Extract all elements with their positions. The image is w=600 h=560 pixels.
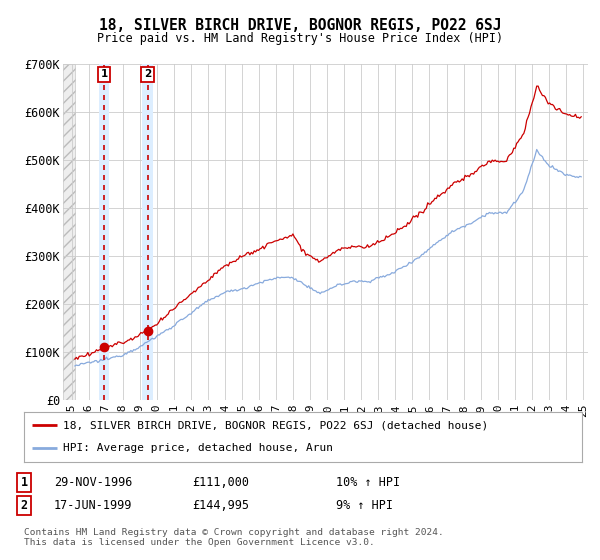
Text: 2: 2 bbox=[20, 498, 28, 512]
Text: 1: 1 bbox=[100, 69, 108, 80]
Text: HPI: Average price, detached house, Arun: HPI: Average price, detached house, Arun bbox=[63, 444, 333, 454]
Text: 18, SILVER BIRCH DRIVE, BOGNOR REGIS, PO22 6SJ: 18, SILVER BIRCH DRIVE, BOGNOR REGIS, PO… bbox=[99, 18, 501, 33]
Text: Contains HM Land Registry data © Crown copyright and database right 2024.
This d: Contains HM Land Registry data © Crown c… bbox=[24, 528, 444, 547]
Text: 17-JUN-1999: 17-JUN-1999 bbox=[54, 498, 133, 512]
Text: 29-NOV-1996: 29-NOV-1996 bbox=[54, 476, 133, 489]
Bar bbox=[142, 64, 152, 400]
Text: 2: 2 bbox=[144, 69, 151, 80]
Bar bbox=[99, 64, 109, 400]
Text: Price paid vs. HM Land Registry's House Price Index (HPI): Price paid vs. HM Land Registry's House … bbox=[97, 32, 503, 45]
Text: £111,000: £111,000 bbox=[192, 476, 249, 489]
Bar bbox=[63, 64, 75, 400]
Text: 10% ↑ HPI: 10% ↑ HPI bbox=[336, 476, 400, 489]
Text: 9% ↑ HPI: 9% ↑ HPI bbox=[336, 498, 393, 512]
Text: 18, SILVER BIRCH DRIVE, BOGNOR REGIS, PO22 6SJ (detached house): 18, SILVER BIRCH DRIVE, BOGNOR REGIS, PO… bbox=[63, 420, 488, 430]
Text: 1: 1 bbox=[20, 476, 28, 489]
Text: £144,995: £144,995 bbox=[192, 498, 249, 512]
